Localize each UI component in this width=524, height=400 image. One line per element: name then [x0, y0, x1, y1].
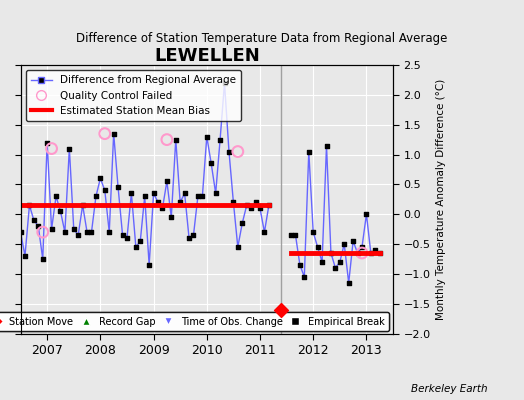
Point [105, 229, 114, 235]
Point [353, 250, 362, 256]
Point [313, 244, 322, 250]
Point [16, 229, 25, 235]
Point [189, 232, 198, 238]
Point [110, 130, 118, 137]
Point [247, 205, 255, 212]
Point [154, 199, 162, 206]
Point [158, 205, 167, 212]
Point [114, 184, 122, 190]
Point [371, 247, 379, 253]
Point [30, 217, 38, 223]
Text: Berkeley Earth: Berkeley Earth [411, 384, 487, 394]
Point [287, 232, 295, 238]
Point [367, 250, 375, 256]
Point [376, 250, 384, 256]
Point [252, 199, 260, 206]
Point [318, 259, 326, 265]
Point [0, 172, 3, 179]
Point [207, 160, 215, 167]
Point [349, 238, 357, 244]
Point [145, 262, 154, 268]
Point [198, 193, 206, 200]
Point [300, 274, 309, 280]
Point [79, 202, 87, 208]
Point [176, 199, 184, 206]
Point [185, 235, 193, 241]
Point [358, 250, 366, 256]
Point [322, 142, 331, 149]
Point [52, 193, 60, 200]
Point [92, 193, 100, 200]
Point [12, 139, 20, 146]
Point [34, 223, 42, 229]
Point [216, 136, 224, 143]
Point [220, 80, 228, 86]
Point [39, 229, 47, 235]
Point [171, 136, 180, 143]
Point [180, 190, 189, 196]
Point [61, 229, 69, 235]
Point [331, 265, 340, 271]
Point [74, 232, 82, 238]
Point [234, 244, 242, 250]
Point [88, 229, 96, 235]
Point [344, 280, 353, 286]
Point [265, 202, 273, 208]
Title: LEWELLEN: LEWELLEN [154, 47, 260, 65]
Point [194, 193, 202, 200]
Point [335, 259, 344, 265]
Point [21, 253, 29, 259]
Legend: Station Move, Record Gap, Time of Obs. Change, Empirical Break: Station Move, Record Gap, Time of Obs. C… [0, 312, 389, 332]
Point [256, 205, 264, 212]
Point [229, 199, 237, 206]
Text: Difference of Station Temperature Data from Regional Average: Difference of Station Temperature Data f… [77, 32, 447, 45]
Point [101, 130, 109, 137]
Point [127, 190, 136, 196]
Point [47, 145, 56, 152]
Point [43, 139, 51, 146]
Point [260, 229, 269, 235]
Point [140, 193, 149, 200]
Point [225, 148, 233, 155]
Point [83, 229, 91, 235]
Point [0, 220, 7, 226]
Point [47, 226, 56, 232]
Point [291, 232, 300, 238]
Point [296, 262, 304, 268]
Point [136, 238, 145, 244]
Point [162, 136, 171, 143]
Point [118, 232, 127, 238]
Point [149, 190, 158, 196]
Point [65, 145, 73, 152]
Point [167, 214, 176, 220]
Point [358, 244, 366, 250]
Point [309, 229, 318, 235]
Point [162, 178, 171, 184]
Point [234, 148, 242, 155]
Point [39, 256, 47, 262]
Point [132, 244, 140, 250]
Point [96, 175, 105, 182]
Point [101, 187, 109, 194]
Y-axis label: Monthly Temperature Anomaly Difference (°C): Monthly Temperature Anomaly Difference (… [436, 79, 446, 320]
Point [203, 134, 211, 140]
Point [304, 148, 313, 155]
Point [238, 220, 246, 226]
Point [70, 226, 78, 232]
Point [56, 208, 64, 214]
Point [243, 202, 251, 208]
Point [277, 306, 286, 313]
Point [327, 250, 335, 256]
Point [362, 211, 370, 218]
Point [212, 190, 220, 196]
Point [3, 250, 12, 256]
Point [340, 241, 348, 247]
Point [123, 235, 131, 241]
Point [7, 169, 16, 176]
Point [25, 202, 34, 208]
